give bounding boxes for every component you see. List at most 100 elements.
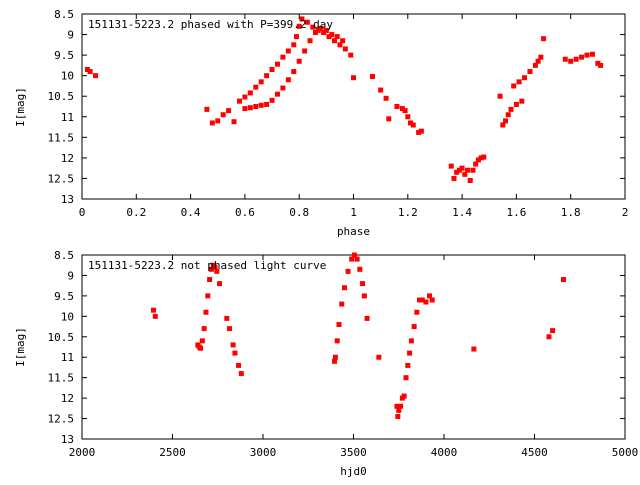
data-point — [370, 73, 376, 79]
data-point — [394, 403, 400, 409]
data-point — [516, 79, 522, 85]
data-point — [579, 54, 585, 60]
data-point — [310, 24, 316, 30]
y-tick-label: 12.5 — [48, 172, 75, 185]
data-point — [456, 167, 462, 173]
data-point — [207, 277, 213, 283]
y-tick-label: 11.5 — [48, 131, 75, 144]
data-point — [361, 293, 367, 299]
data-point — [568, 58, 574, 64]
data-point — [395, 414, 401, 420]
x-tick-label: 1.4 — [452, 206, 472, 219]
data-point — [296, 58, 302, 64]
x-tick-label: 2 — [622, 206, 629, 219]
y-tick-label: 11 — [61, 351, 74, 364]
x-tick-label: 1.8 — [561, 206, 581, 219]
y-tick-label: 8.5 — [54, 8, 74, 21]
y-axis-label: I[mag] — [14, 327, 27, 367]
data-point — [285, 77, 291, 83]
data-point — [550, 328, 556, 334]
data-point — [478, 155, 484, 161]
data-point — [405, 114, 411, 120]
data-point — [258, 79, 264, 85]
data-point — [560, 277, 566, 283]
data-point — [340, 38, 346, 44]
data-point — [253, 104, 259, 109]
y-tick-label: 11.5 — [48, 372, 75, 385]
y-tick-label: 13 — [61, 433, 74, 446]
data-point — [399, 106, 405, 112]
data-point — [527, 69, 533, 75]
data-point — [291, 42, 297, 48]
data-point — [462, 171, 468, 177]
data-point — [307, 38, 313, 44]
data-point — [419, 297, 425, 303]
data-point — [203, 309, 209, 315]
data-point — [198, 345, 204, 351]
data-point — [398, 403, 404, 409]
x-tick-label: 4000 — [431, 446, 458, 459]
y-tick-label: 10 — [61, 70, 74, 83]
data-point — [274, 61, 280, 67]
y-tick-label: 11 — [61, 111, 74, 124]
data-point — [291, 69, 297, 75]
data-point — [253, 84, 259, 90]
data-point — [411, 324, 417, 330]
data-point — [473, 161, 479, 167]
x-tick-label: 1.2 — [398, 206, 418, 219]
data-point — [258, 102, 264, 108]
data-point — [312, 30, 318, 35]
data-point — [93, 73, 99, 79]
data-point — [448, 163, 454, 169]
data-point — [285, 48, 291, 54]
data-point — [429, 297, 435, 303]
data-point — [471, 346, 477, 352]
x-tick-label: 0 — [79, 206, 86, 219]
data-series — [84, 16, 604, 183]
data-point — [497, 93, 503, 99]
data-point — [513, 101, 519, 107]
data-point — [416, 129, 422, 135]
data-point — [84, 67, 90, 72]
chart-title: 151131-5223.2 phased with P=399.2 day — [88, 18, 333, 31]
data-point — [232, 350, 238, 356]
data-point — [376, 354, 382, 360]
data-point — [508, 106, 514, 112]
y-tick-label: 10.5 — [48, 90, 75, 103]
data-point — [318, 25, 324, 31]
data-point — [264, 73, 270, 79]
data-point — [511, 83, 517, 89]
data-point — [209, 120, 215, 126]
data-point — [334, 338, 340, 344]
x-tick-label: 3500 — [340, 446, 367, 459]
data-point — [323, 27, 329, 33]
data-point — [342, 46, 348, 52]
data-point — [264, 101, 270, 107]
data-point — [215, 118, 221, 124]
data-point — [505, 112, 511, 118]
data-point — [351, 252, 357, 258]
y-tick-label: 9.5 — [54, 290, 74, 303]
x-tick-label: 1 — [350, 206, 357, 219]
chart-title: 151131-5223.2 not phased light curve — [88, 259, 326, 272]
data-point — [598, 62, 604, 68]
data-point — [332, 354, 338, 360]
y-axis-label: I[mag] — [14, 87, 27, 127]
data-point — [481, 154, 487, 160]
data-point — [595, 60, 601, 66]
data-point — [348, 52, 354, 58]
y-tick-label: 13 — [61, 193, 74, 206]
data-point — [360, 281, 366, 287]
data-point — [410, 122, 416, 128]
data-point — [236, 98, 242, 104]
chart-panel-unphased: 2000 2500 3000 3500 4000 4500 5000 8.5 9 9.5 10 10.… — [14, 249, 638, 478]
data-point — [408, 120, 414, 126]
x-tick-label: 0.6 — [235, 206, 255, 219]
data-point — [378, 87, 384, 93]
data-point — [205, 293, 211, 299]
data-point — [247, 105, 253, 111]
data-point — [546, 334, 552, 340]
data-point — [321, 30, 327, 35]
data-point — [247, 90, 253, 96]
data-point — [541, 36, 547, 42]
